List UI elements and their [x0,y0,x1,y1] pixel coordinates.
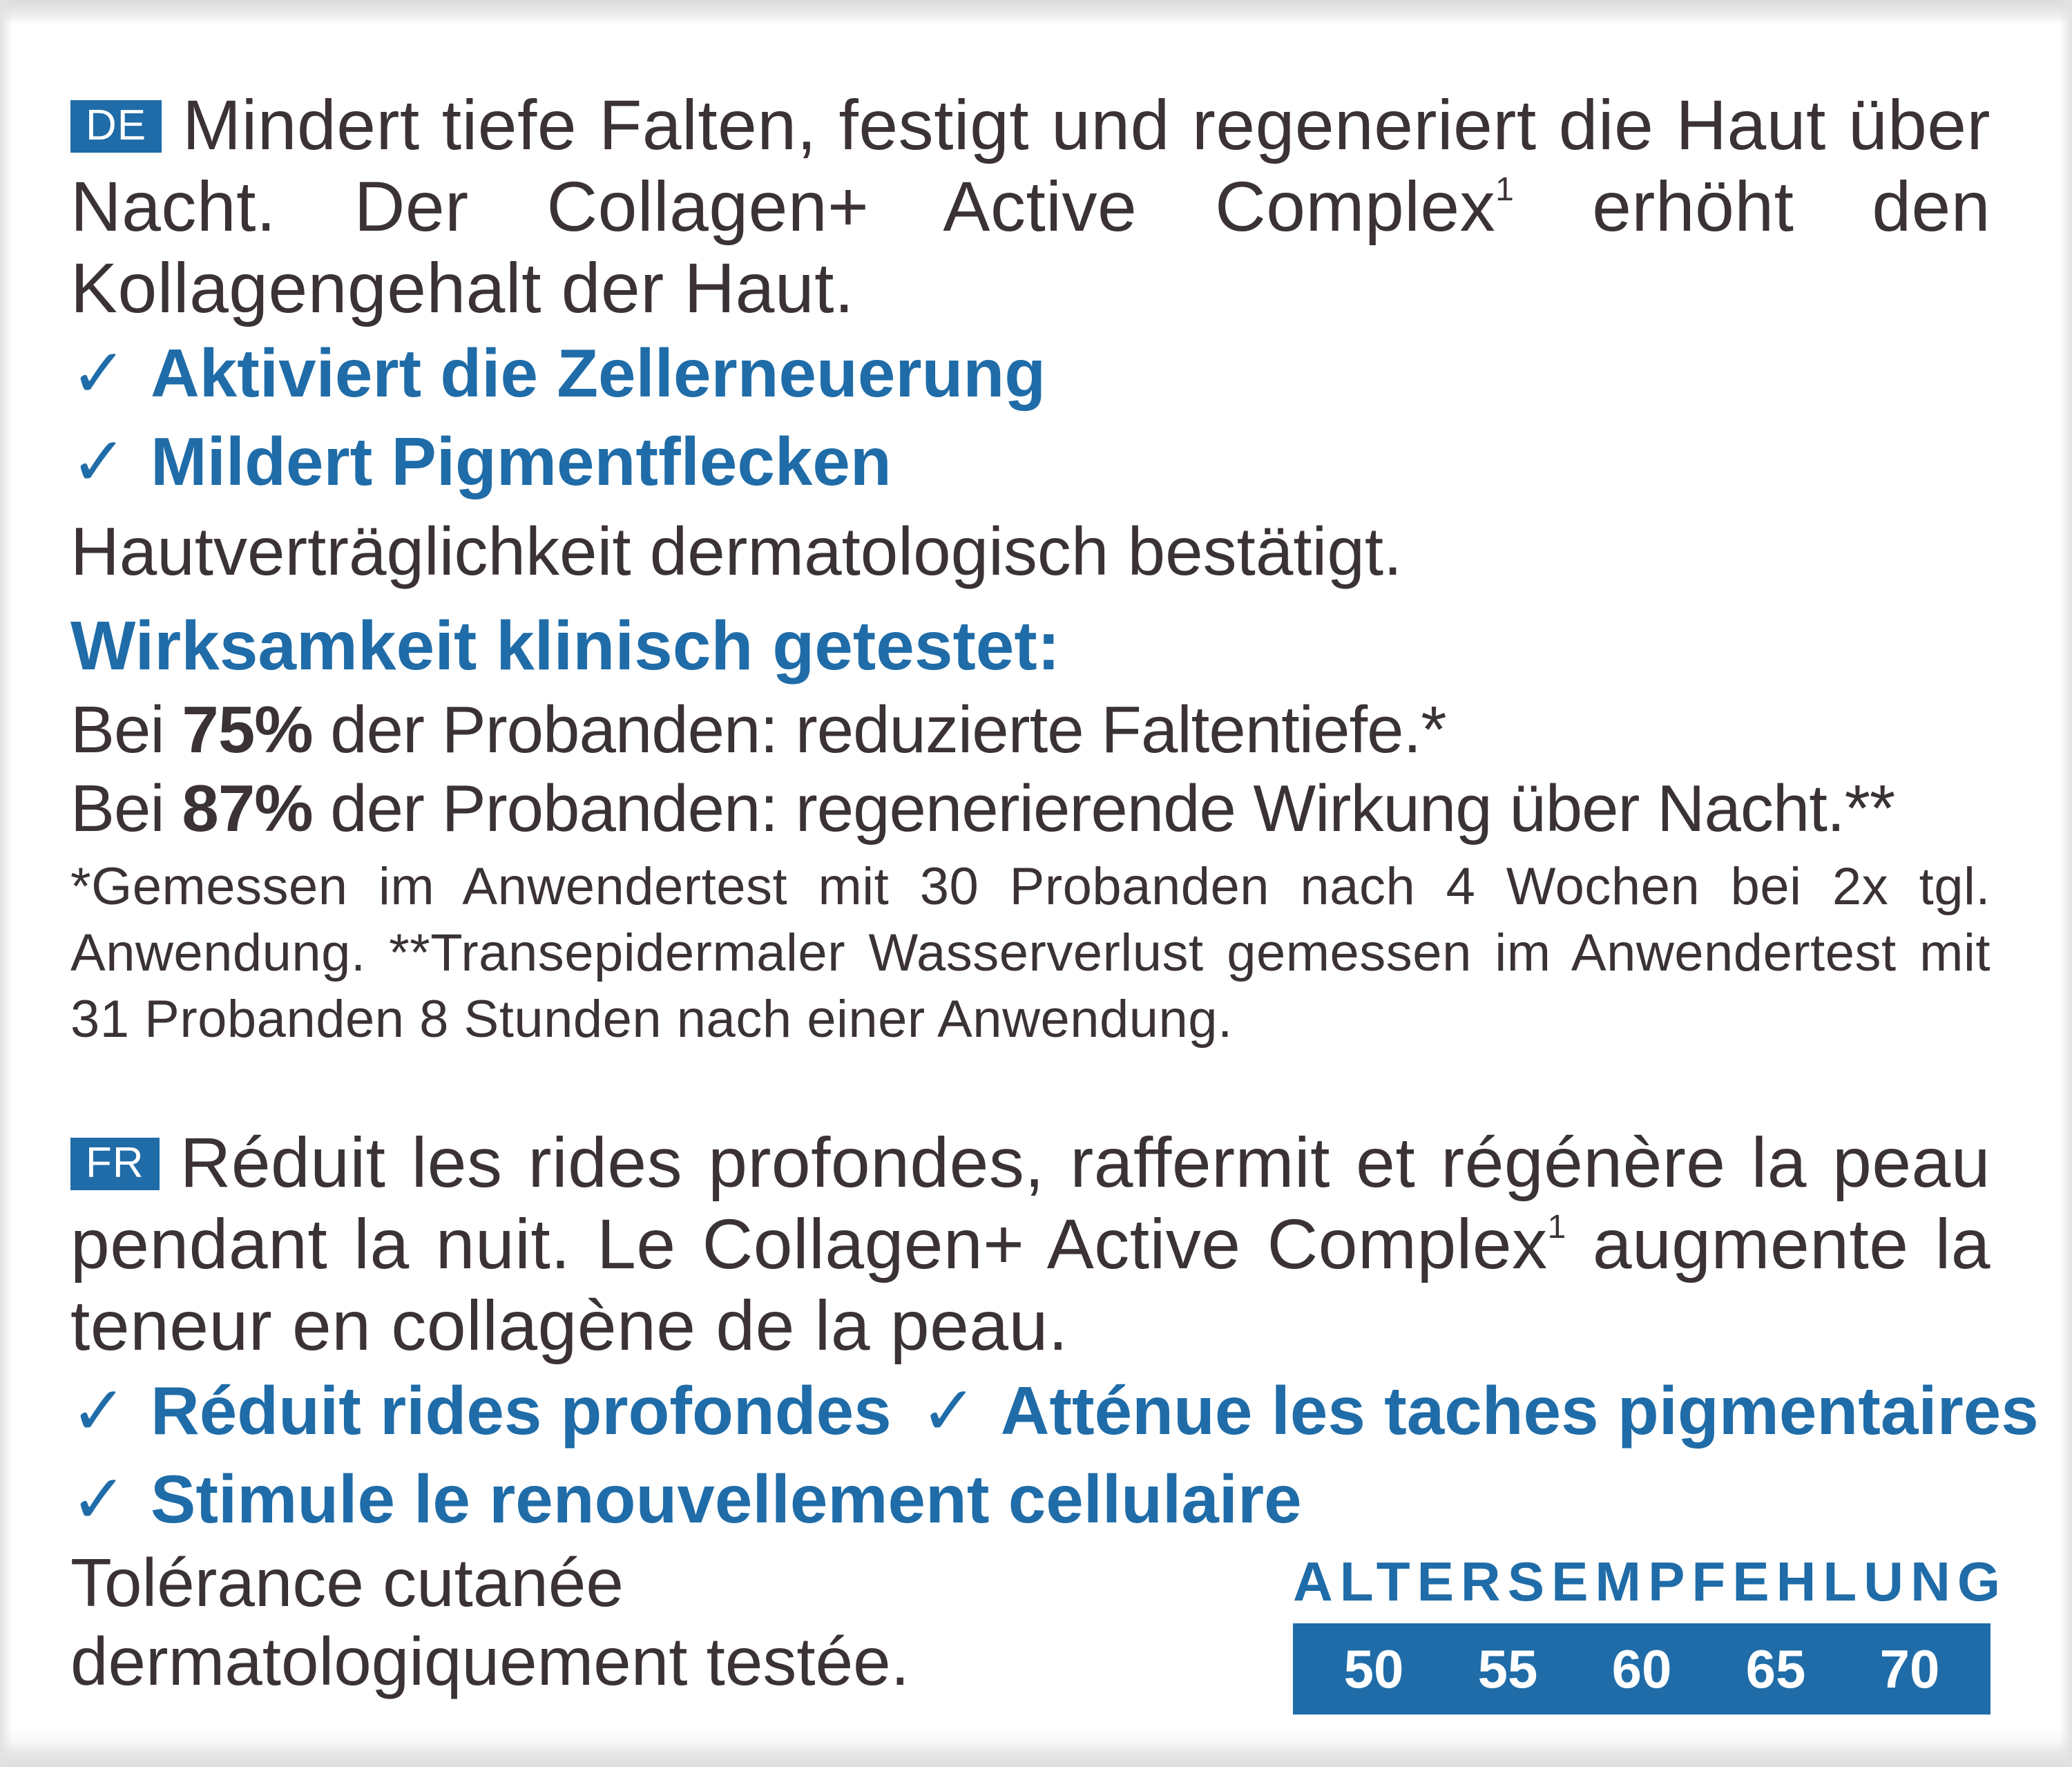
check-icon: ✓ [70,423,128,499]
de-stat-1-suffix: der Probanden: reduzierte Faltentiefe.* [312,693,1446,767]
panel-edge-right [2060,0,2072,1767]
fr-bottom-row: Tolérance cutanée dermatologiquement test… [70,1543,2008,1750]
fr-benefit-3-label: Stimule le renouvellement cellulaire [151,1461,1302,1537]
panel-edge-bottom [0,1739,2072,1767]
fr-footnote-mark: 1 [1547,1209,1566,1245]
age-value: 55 [1477,1639,1538,1699]
section-de: DE Mindert tiefe Falten, festigt und rege… [70,84,1991,1053]
panel-edge-left [0,0,12,1767]
panel-edge-top [0,0,2072,23]
de-stat-2-suffix: der Probanden: regenerierende Wirkung üb… [312,772,1895,846]
de-stat-1: Bei 75% der Probanden: reduzierte Falten… [70,691,1991,770]
check-icon: ✓ [70,335,128,411]
fr-tolerance-line-2: dermatologiquement testée. [70,1623,910,1699]
fr-benefit-1-label: Réduit rides profondes [151,1373,892,1449]
fr-benefits-row-2: ✓ Stimule le renouvellement cellulaire [70,1455,1991,1543]
fr-intro-text-end: augmente la teneur en collagène de la pe… [70,1205,1991,1365]
age-value: 50 [1343,1639,1404,1699]
de-benefit-1: ✓ Aktiviert die Zellerneuerung [70,329,1991,417]
age-scale-bar: 50 55 60 65 70 [1293,1623,1991,1715]
de-stat-1-prefix: Bei [70,693,182,767]
de-footnote-mark: 1 [1495,171,1515,208]
section-divider [70,1053,1991,1122]
de-footnote: *Gemessen im Anwendertest mit 30 Proband… [70,857,1991,1049]
de-stat-1-percent: 75% [182,693,313,767]
de-stat-2-percent: 87% [182,772,313,846]
fr-intro: FR Réduit les rides profondes, raffermit … [70,1122,1991,1366]
check-icon: ✓ [920,1373,977,1449]
de-efficacy-heading: Wirksamkeit klinisch getestet: [70,607,1060,685]
check-icon: ✓ [70,1373,128,1449]
fr-benefit-1: ✓ Réduit rides profondes [70,1366,892,1455]
fr-benefit-2: ✓ Atténue les taches pigmentaires [921,1366,2039,1455]
de-stat-2-prefix: Bei [70,772,182,846]
de-intro-text: Mindert tiefe Falten, festigt und regene… [70,86,1991,246]
de-tolerance: Hautverträglichkeit dermatologisch bestä… [70,513,1403,589]
de-intro: DE Mindert tiefe Falten, festigt und rege… [70,84,1991,329]
de-benefit-2: ✓ Mildert Pigmentflecken [70,417,1991,506]
age-value: 65 [1745,1639,1806,1699]
fr-tolerance: Tolérance cutanée dermatologiquement test… [70,1543,1106,1701]
fr-benefits-row-1: ✓ Réduit rides profondes ✓ Atténue les tach… [70,1366,2039,1455]
age-value: 60 [1611,1639,1672,1699]
fr-benefit-2-label: Atténue les taches pigmentaires [1000,1373,2039,1449]
de-intro-text-end: erhöht den Kollagengehalt der Haut. [70,167,1991,327]
de-stat-2: Bei 87% der Probanden: regenerierende Wi… [70,770,1991,848]
age-recommendation: ALTERSEMPFEHLUNG 50 55 60 65 70 [1293,1549,2008,1715]
label-text-block: DE Mindert tiefe Falten, festigt und rege… [70,84,2039,1750]
age-value: 70 [1879,1639,1940,1699]
check-icon: ✓ [70,1461,128,1537]
section-fr: FR Réduit les rides profondes, raffermit … [70,1122,2039,1750]
fr-intro-text: Réduit les rides profondes, raffermit et… [70,1123,1991,1283]
age-recommendation-title: ALTERSEMPFEHLUNG [1293,1551,2008,1612]
lang-badge-de: DE [70,100,162,153]
fr-tolerance-line-1: Tolérance cutanée [70,1545,624,1621]
lang-badge-fr: FR [70,1138,160,1190]
de-benefit-2-label: Mildert Pigmentflecken [151,423,892,499]
de-benefit-1-label: Aktiviert die Zellerneuerung [151,335,1046,411]
